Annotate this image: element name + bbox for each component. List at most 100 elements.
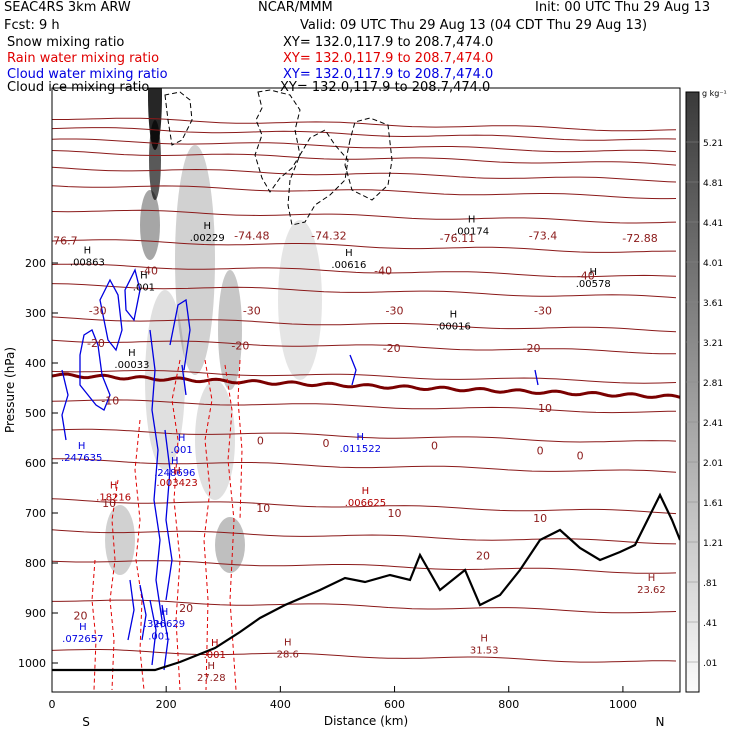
- maximum-value-label: .00016: [436, 322, 471, 333]
- freezing-level-line: [52, 372, 680, 399]
- x-tick-label: 0: [49, 698, 56, 711]
- y-tick-label: 600: [25, 457, 46, 470]
- cloud-water-contour: [61, 369, 69, 441]
- rain-contour: [134, 419, 145, 691]
- maximum-marker: H: [140, 271, 148, 282]
- maximum-value-label: .072657: [62, 634, 103, 645]
- maximum-value-label: .006625: [345, 498, 386, 509]
- cloud-water-contour: [99, 278, 123, 352]
- maximum-marker: H: [480, 634, 488, 645]
- field-xy-snow: XY= 132.0,117.9 to 208.7,474.0: [283, 35, 494, 50]
- maximum-marker: H: [79, 622, 87, 633]
- maximum-marker: H: [204, 221, 212, 232]
- isotherm-label: -40: [140, 265, 158, 278]
- y-tick-label: 300: [25, 307, 46, 320]
- maximum-value-label: 31.53: [470, 646, 499, 657]
- isotherm: [52, 150, 677, 166]
- isotherm-label: -72.88: [622, 232, 657, 245]
- isotherm-label: 10: [256, 502, 270, 515]
- colorbar-label: 4.81: [703, 179, 723, 189]
- isotherm-label: -40: [374, 265, 392, 278]
- isotherm: [52, 209, 677, 224]
- isotherm-label: -30: [243, 305, 261, 318]
- maximum-value-label: .00616: [331, 260, 366, 271]
- x-tick-label: 800: [498, 698, 519, 711]
- maximum-marker: H: [345, 248, 353, 259]
- maximum-marker: H: [284, 638, 292, 649]
- cloud-water-contour: [169, 298, 191, 371]
- colorbar-label: .81: [703, 579, 717, 589]
- cloud-water-contour: [124, 268, 141, 322]
- isotherm-label: 10: [102, 497, 116, 510]
- field-xy-rain: XY= 132.0,117.9 to 208.7,474.0: [283, 51, 494, 66]
- isotherm-label: 10: [388, 507, 402, 520]
- rain-contour: [237, 359, 243, 521]
- center-label: NCAR/MMM: [258, 0, 333, 15]
- colorbar-label: 4.41: [703, 219, 723, 229]
- rain-contour: [91, 559, 97, 691]
- cloud-ice-contour: [254, 89, 301, 193]
- isotherm-label: 20: [476, 550, 490, 563]
- init-time: Init: 00 UTC Thu 29 Aug 13: [535, 0, 711, 15]
- rain-contour: [109, 479, 119, 691]
- x-tick-label: 600: [384, 698, 405, 711]
- maximum-value-label: .247635: [61, 453, 102, 464]
- maximum-value-label: 23.62: [637, 585, 666, 596]
- y-tick-label: 800: [25, 557, 46, 570]
- y-axis-title: Pressure (hPa): [3, 347, 17, 433]
- colorbar-label: .41: [703, 619, 717, 629]
- isotherm-label: -73.4: [529, 230, 557, 243]
- colorbar-unit: g kg⁻¹: [702, 89, 727, 98]
- isotherm-label: -20: [87, 337, 105, 350]
- cloud-water-contour: [127, 579, 135, 641]
- north-end-label: N: [656, 715, 665, 729]
- isotherm-label: -30: [534, 305, 552, 318]
- shading-blob: [278, 220, 322, 380]
- plot-frame: [51, 87, 681, 693]
- isotherm: [52, 185, 677, 200]
- y-tick-label: 200: [25, 257, 46, 270]
- maximum-value-label: .001: [133, 283, 155, 294]
- shading-blob: [105, 505, 135, 575]
- y-tick-label: 700: [25, 507, 46, 520]
- isotherm: [52, 529, 677, 545]
- isotherm-label: -20: [231, 340, 249, 353]
- maximum-marker: H: [208, 661, 216, 672]
- maximum-marker: H: [171, 456, 179, 467]
- maximum-value-label: .003423: [156, 478, 197, 489]
- isotherm-label: -76.7: [49, 235, 77, 248]
- maximum-value-label: .001: [148, 632, 170, 643]
- isotherm: [52, 399, 677, 414]
- cloud-ice-contour: [344, 117, 393, 201]
- cloud-water-contour: [149, 599, 157, 666]
- isotherm-label: -74.32: [311, 230, 346, 243]
- valid-time: Valid: 09 UTC Thu 29 Aug 13 (04 CDT Thu …: [300, 18, 648, 33]
- maximum-value-label: .18216: [96, 493, 131, 504]
- cloud-water-contour: [139, 584, 147, 641]
- colorbar-label: 2.01: [703, 459, 723, 469]
- maximum-value-label: .00863: [70, 258, 105, 269]
- isotherm: [52, 316, 677, 333]
- isotherm-label: 10: [533, 512, 547, 525]
- maximum-value-label: .00174: [454, 227, 489, 238]
- maximum-marker: H: [450, 310, 458, 321]
- cloud-ice-contour: [164, 91, 193, 146]
- maximum-marker: H: [211, 638, 219, 649]
- isotherm-label: 0: [257, 435, 264, 448]
- maximum-value-label: 27.28: [197, 673, 226, 684]
- cloud-water-contour: [161, 604, 169, 671]
- colorbar-label: 4.01: [703, 259, 723, 269]
- isotherm: [52, 283, 677, 299]
- maximum-value-label: .001: [170, 445, 192, 456]
- isotherm-label: -10: [534, 402, 552, 415]
- maximum-marker: H: [110, 481, 118, 492]
- x-tick-label: 200: [156, 698, 177, 711]
- shading-blob: [175, 145, 215, 375]
- isotherm: [52, 263, 677, 278]
- terrain-line: [52, 492, 680, 672]
- x-tick-label: 400: [270, 698, 291, 711]
- maximum-marker: H: [362, 486, 370, 497]
- isotherm-label: -10: [101, 395, 119, 408]
- isotherm-label: -30: [386, 305, 404, 318]
